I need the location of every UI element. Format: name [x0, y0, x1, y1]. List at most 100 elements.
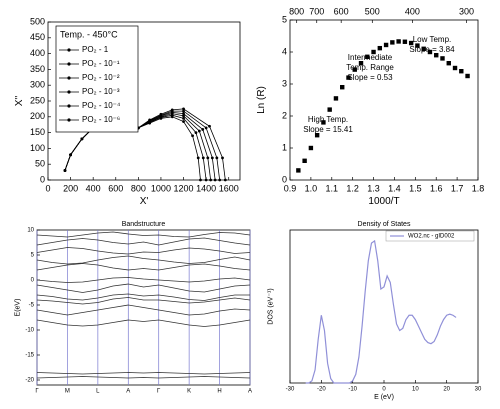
y-tick-label: -5 — [29, 303, 35, 309]
data-point — [218, 178, 222, 182]
series-line — [36, 231, 251, 238]
x-tick-label: 400 — [86, 183, 101, 193]
x-tick-label: 0 — [45, 183, 50, 193]
x-tick-label: A — [126, 389, 130, 395]
data-point — [352, 67, 357, 72]
x-tick-label: 1.0 — [305, 183, 318, 193]
y-axis-label: Ln (R) — [256, 86, 267, 114]
legend-box — [385, 230, 475, 242]
data-point — [314, 133, 320, 138]
data-point — [182, 114, 185, 118]
x2-tick-label: 400 — [405, 6, 420, 16]
data-point — [210, 156, 214, 160]
x-tick-label: 1.6 — [430, 183, 443, 193]
y-tick-label: 400 — [30, 48, 45, 58]
data-point — [170, 108, 174, 112]
x2-tick-label: 700 — [309, 6, 324, 16]
series-line — [36, 319, 251, 327]
y-tick-label: 200 — [30, 111, 45, 121]
data-point — [408, 40, 414, 46]
x2-tick-label: 500 — [365, 6, 380, 16]
data-point — [201, 128, 205, 131]
data-point — [69, 153, 72, 157]
annotation: Slope = 3.84 — [409, 45, 455, 54]
data-point — [383, 42, 389, 48]
legend-label: PO₂ - 10⁻¹ — [82, 59, 120, 68]
y-tick-label: 350 — [30, 64, 45, 74]
y-tick-label: 10 — [27, 228, 34, 234]
x-tick-label: -30 — [286, 387, 295, 393]
y-tick-label: -10 — [25, 328, 34, 334]
data-point — [206, 156, 210, 160]
series-line — [36, 376, 251, 379]
annotation: High Temp. — [308, 115, 348, 124]
legend-label: PO₂ - 1 — [82, 45, 109, 54]
data-point — [358, 61, 364, 66]
data-point — [148, 118, 152, 122]
x-tick-label: 20 — [443, 387, 450, 393]
y-tick-label: 5 — [31, 253, 35, 259]
legend-label: PO₂ - 10⁻³ — [82, 87, 120, 96]
plot-frame — [289, 229, 479, 384]
x-axis-label: X' — [140, 196, 149, 207]
data-point — [421, 46, 426, 51]
annotation: Intermediate — [348, 53, 393, 62]
y-tick-label: 150 — [30, 127, 45, 137]
x-tick-label: 1.1 — [326, 183, 339, 193]
x-tick-label: A — [248, 389, 252, 395]
legend-label: PO₂ - 10⁻⁶ — [82, 115, 120, 124]
x-tick-label: L — [96, 389, 100, 395]
data-point — [465, 73, 470, 79]
legend-marker — [67, 48, 71, 52]
x2-tick-label: 800 — [289, 6, 304, 16]
data-point — [440, 56, 445, 61]
data-point — [321, 120, 326, 125]
y-tick-label: 0 — [40, 174, 45, 184]
legend-label: WO2.nc - gID002 — [408, 234, 455, 240]
x-tick-label: 1400 — [196, 183, 216, 193]
data-point — [396, 39, 401, 44]
legend-marker — [67, 76, 71, 80]
series-line — [36, 237, 251, 246]
chart-title: Density of States — [358, 221, 411, 228]
x-tick-label: Γ — [157, 389, 161, 395]
data-point — [80, 137, 84, 141]
data-point — [223, 178, 227, 182]
data-point — [308, 145, 314, 151]
data-point — [215, 156, 219, 160]
data-point — [204, 126, 208, 130]
legend-marker — [67, 118, 71, 122]
series-line — [36, 293, 250, 301]
data-point — [182, 112, 185, 116]
x-tick-label: 1.4 — [388, 183, 401, 193]
data-point — [390, 40, 395, 45]
data-point — [201, 156, 205, 160]
series-line — [36, 283, 251, 293]
x-tick-label: 0.9 — [284, 183, 297, 193]
x-tick-label: 1.8 — [472, 183, 485, 193]
x-tick-label: 1200 — [174, 183, 194, 193]
data-point — [182, 120, 185, 123]
legend-marker — [67, 104, 71, 108]
x-tick-label: 600 — [108, 183, 123, 193]
data-point — [377, 45, 383, 51]
legend-marker — [67, 62, 71, 66]
data-point — [446, 61, 451, 66]
x-tick-label: Γ — [35, 389, 39, 395]
x-tick-label: -10 — [348, 387, 357, 393]
data-point — [213, 178, 217, 182]
series-line — [36, 277, 251, 283]
data-point — [296, 168, 301, 173]
y-axis-label: X'' — [14, 96, 25, 107]
data-point — [194, 131, 198, 135]
x-axis-label: E (eV) — [374, 394, 394, 401]
y-tick-label: 500 — [30, 16, 45, 26]
y-tick-label: 300 — [30, 80, 45, 90]
x2-tick-label: 300 — [459, 6, 474, 16]
plot-frame — [289, 19, 479, 181]
data-point — [159, 112, 163, 116]
data-point — [209, 178, 213, 182]
y-tick-label: 3 — [282, 78, 287, 88]
x2-tick-label: 600 — [334, 6, 349, 16]
